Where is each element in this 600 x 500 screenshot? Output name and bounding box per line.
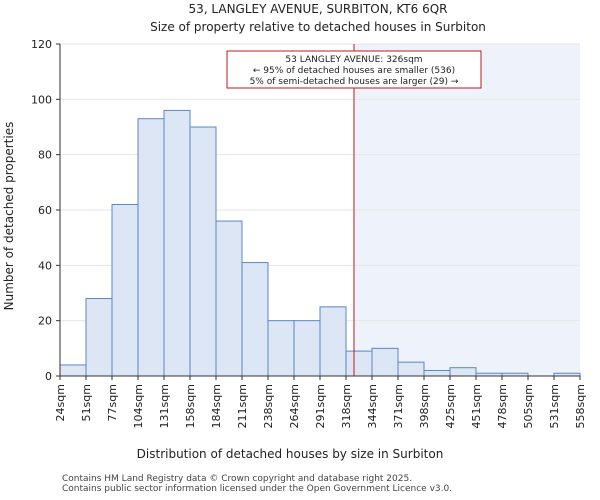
annotation-line-1: 53 LANGLEY AVENUE: 326sqm xyxy=(285,55,422,65)
bar-344sqm xyxy=(371,347,399,377)
bar-425sqm xyxy=(449,367,477,377)
y-tick-label: 20 xyxy=(38,315,52,328)
chart-subtitle: Size of property relative to detached ho… xyxy=(150,20,486,34)
bar-291sqm xyxy=(319,306,347,377)
annotation-box xyxy=(226,50,482,89)
x-tick-label: 344sqm xyxy=(366,384,379,428)
x-tick-label: 24sqm xyxy=(54,384,67,421)
x-tick-label: 505sqm xyxy=(522,384,535,428)
y-tick-label: 80 xyxy=(38,149,52,162)
x-tick-label: 291sqm xyxy=(314,384,327,428)
x-tick-label: 158sqm xyxy=(184,384,197,428)
bar-158sqm xyxy=(189,126,217,377)
x-tick-label: 264sqm xyxy=(288,384,301,428)
bar-398sqm xyxy=(423,369,451,377)
y-axis-label: Number of detached properties xyxy=(2,122,16,311)
chart-title: 53, LANGLEY AVENUE, SURBITON, KT6 6QR xyxy=(189,2,448,16)
x-tick-label: 478sqm xyxy=(496,384,509,428)
axes-layer: 0 20 40 60 80 100 120 24sqm 51sqm 77sqm 104sqm 131s… xyxy=(31,38,587,428)
bar-104sqm xyxy=(137,118,165,377)
bar-318sqm xyxy=(345,350,373,377)
x-tick-label: 131sqm xyxy=(158,384,171,428)
y-tick-label: 100 xyxy=(31,93,52,106)
bar-51sqm xyxy=(85,298,113,377)
bar-264sqm xyxy=(293,320,321,377)
y-tick-label: 60 xyxy=(38,204,52,217)
annotation-line-3: 5% of semi-detached houses are larger (2… xyxy=(250,77,459,87)
bar-371sqm xyxy=(397,361,425,377)
x-tick-label: 104sqm xyxy=(132,384,145,428)
x-tick-label: 425sqm xyxy=(444,384,457,428)
x-tick-label: 531sqm xyxy=(548,384,561,428)
x-tick-label: 371sqm xyxy=(392,384,405,428)
y-tick-label: 120 xyxy=(31,38,52,51)
y-tick-label: 0 xyxy=(45,370,52,383)
y-tick-label: 40 xyxy=(38,259,52,272)
marker-layer: 53 LANGLEY AVENUE: 326sqm← 95% of detach… xyxy=(226,44,482,376)
x-axis-label: Distribution of detached houses by size … xyxy=(137,447,444,461)
bar-77sqm xyxy=(111,203,139,377)
x-tick-label: 51sqm xyxy=(80,384,93,421)
x-tick-label: 558sqm xyxy=(574,384,587,428)
x-tick-label: 318sqm xyxy=(340,384,353,428)
footer-copyright: Contains HM Land Registry data © Crown c… xyxy=(62,474,413,484)
bar-131sqm xyxy=(163,109,191,377)
x-tick-label: 238sqm xyxy=(262,384,275,428)
footer-licence: Contains public sector information licen… xyxy=(62,484,453,494)
bar-24sqm xyxy=(59,364,87,377)
x-tick-label: 398sqm xyxy=(418,384,431,428)
bars-layer xyxy=(59,109,581,377)
bar-238sqm xyxy=(267,320,295,377)
annotation-line-2: ← 95% of detached houses are smaller (53… xyxy=(253,66,455,76)
x-tick-label: 451sqm xyxy=(470,384,483,428)
x-tick-label: 184sqm xyxy=(210,384,223,428)
x-tick-label: 211sqm xyxy=(236,384,249,428)
x-tick-label: 77sqm xyxy=(106,384,119,421)
bar-211sqm xyxy=(241,262,269,377)
bar-184sqm xyxy=(215,220,243,377)
